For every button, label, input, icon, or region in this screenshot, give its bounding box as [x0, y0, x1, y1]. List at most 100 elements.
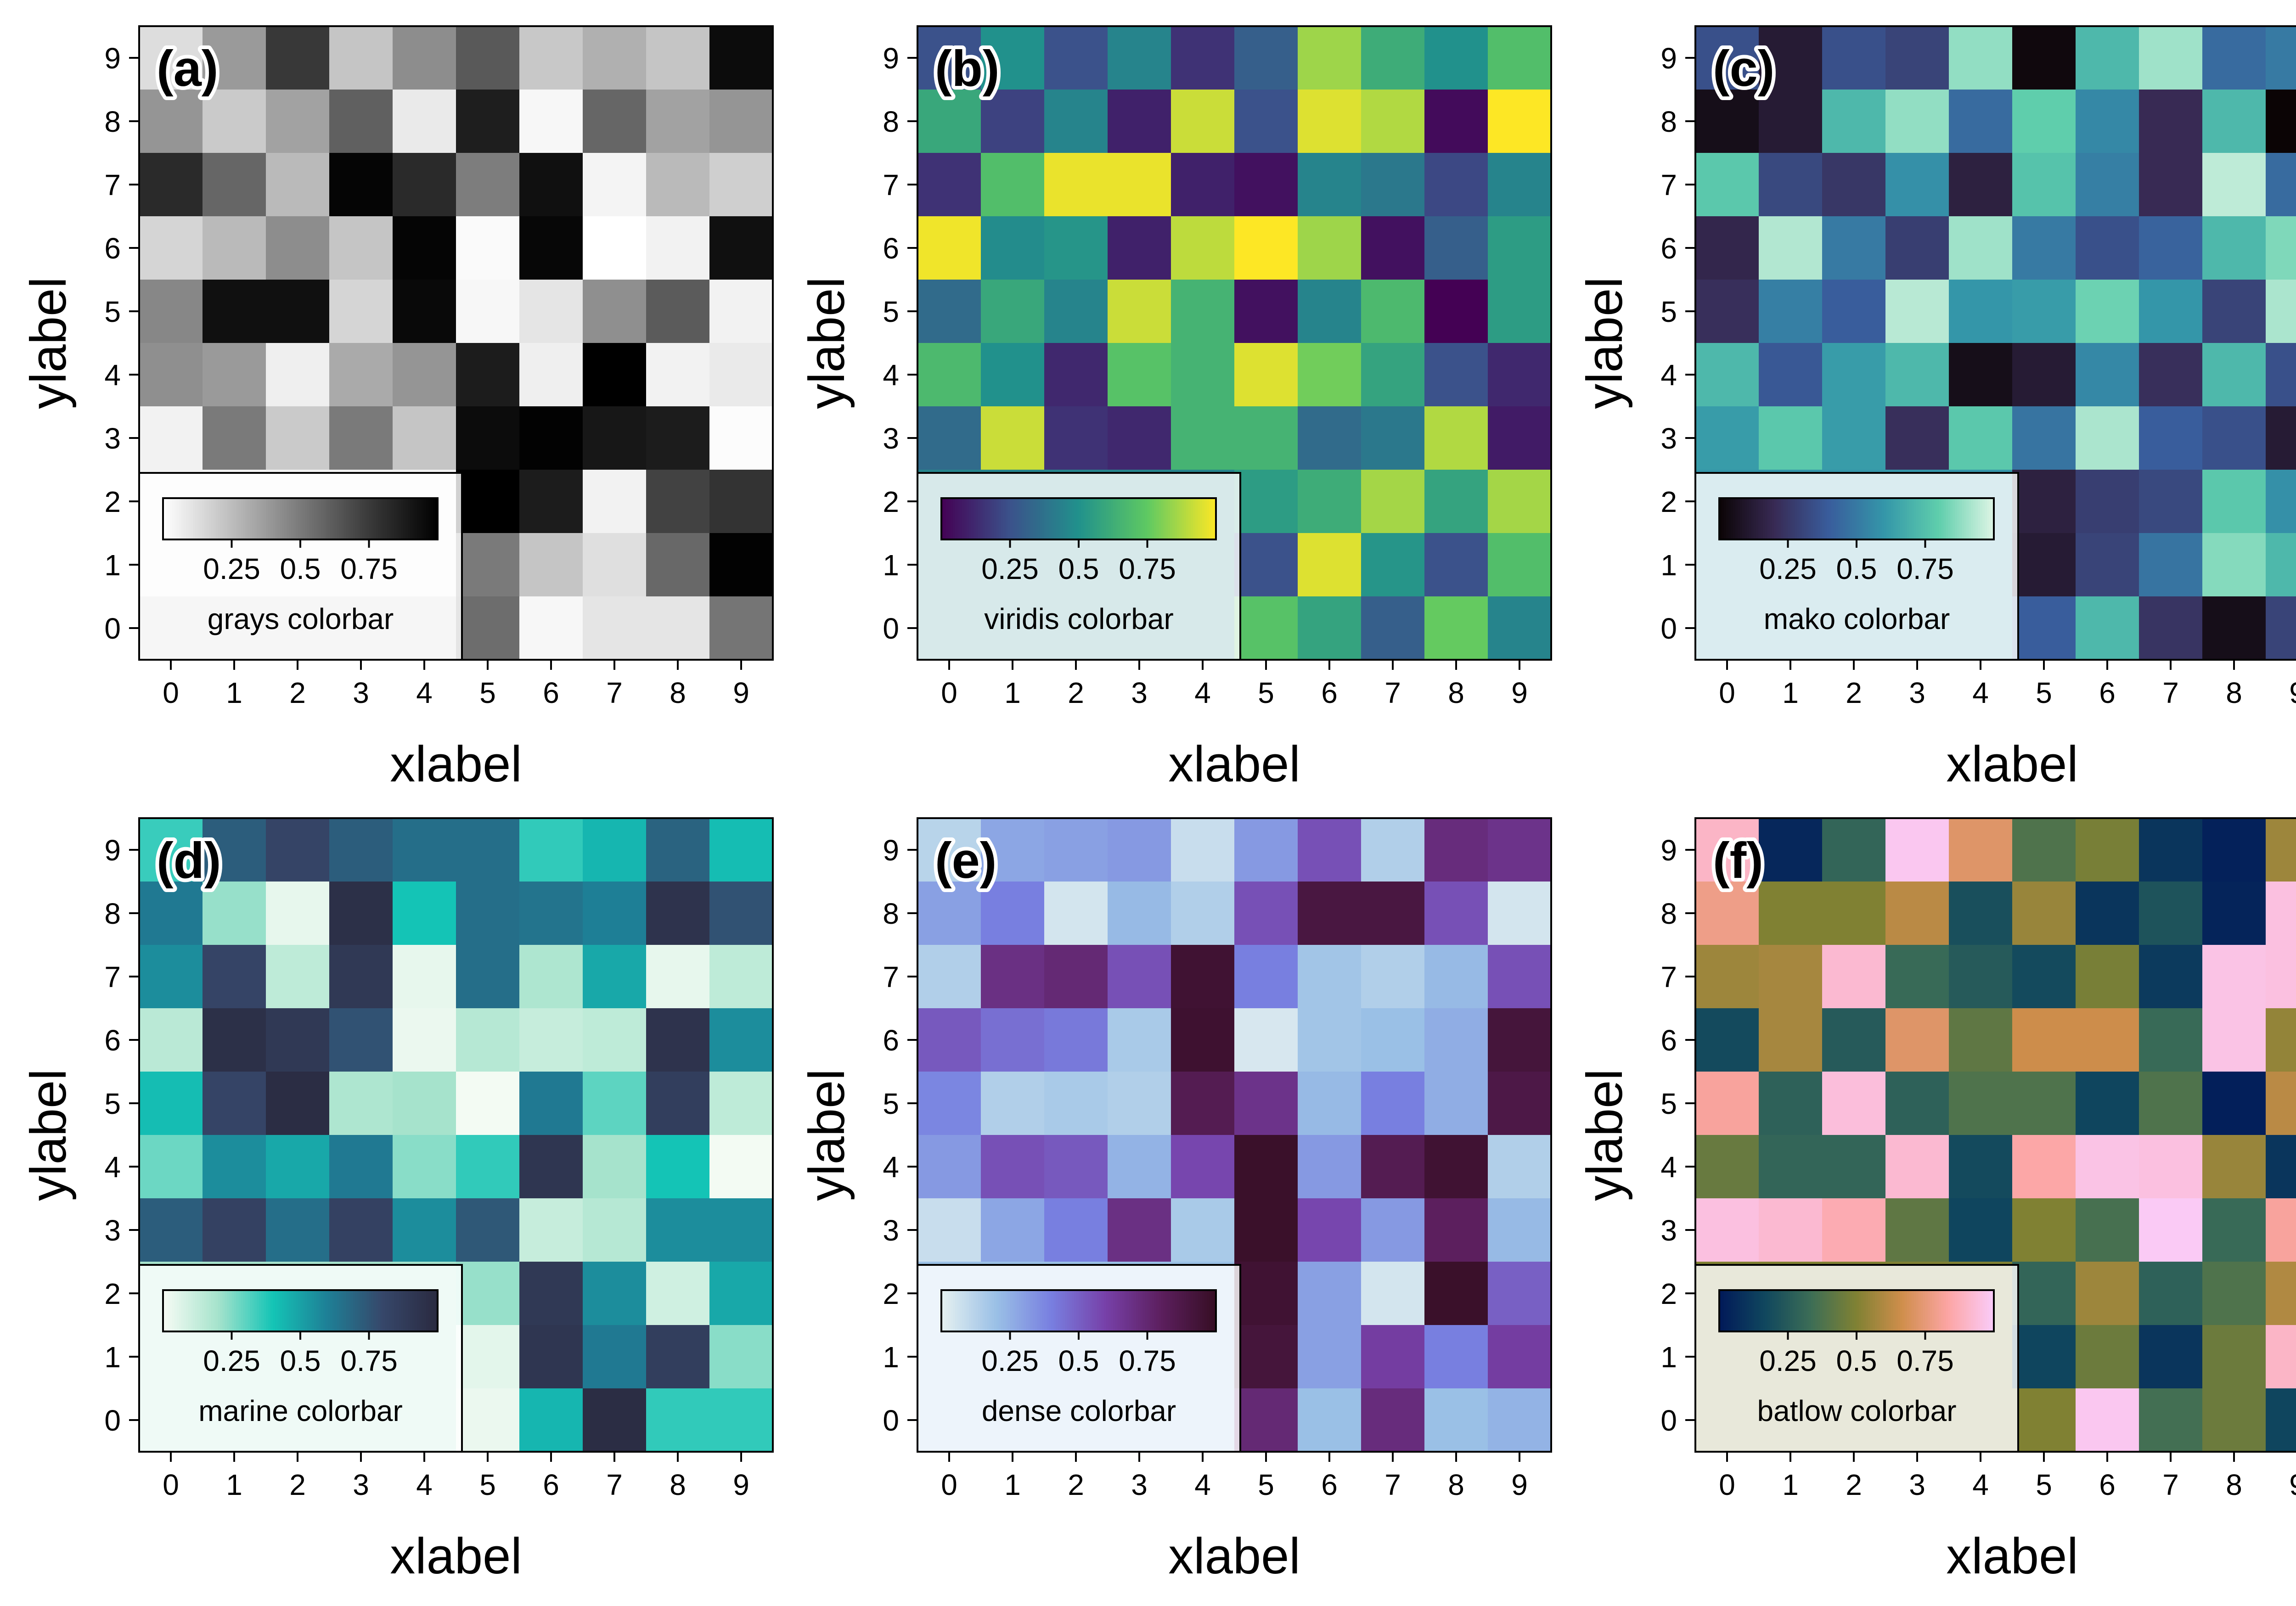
- colorbar-swatch: [1813, 498, 1816, 539]
- colorbar-swatch: [996, 498, 999, 539]
- colorbar-swatch: [376, 498, 379, 539]
- colorbar-swatch: [1982, 1290, 1985, 1331]
- colorbar-swatch: [1950, 1290, 1953, 1331]
- heatmap-cell: [1234, 1198, 1298, 1262]
- colorbar-swatch: [1200, 498, 1203, 539]
- x-tick-label: 5: [479, 1468, 496, 1501]
- heatmap-cell: [1298, 406, 1362, 470]
- colorbar-swatch: [172, 498, 175, 539]
- colorbar-swatch: [1746, 498, 1750, 539]
- colorbar-swatch: [1973, 498, 1976, 539]
- x-tick-label: 7: [606, 1468, 623, 1501]
- colorbar-swatch: [1099, 1290, 1102, 1331]
- colorbar-swatch: [1021, 498, 1024, 539]
- heatmap-cell: [2266, 533, 2296, 597]
- colorbar-swatch: [1831, 1290, 1834, 1331]
- heatmap-cell: [2139, 406, 2203, 470]
- colorbar-swatch: [188, 498, 191, 539]
- heatmap-cell: [1949, 1008, 2013, 1072]
- heatmap-cell: [1044, 280, 1108, 343]
- colorbar-swatch: [1799, 498, 1802, 539]
- heatmap-cell: [646, 1325, 710, 1389]
- colorbar-swatch: [280, 1290, 282, 1331]
- heatmap-cell: [1424, 1072, 1488, 1135]
- y-tick-label: 3: [104, 422, 121, 455]
- colorbar-swatch: [167, 1290, 170, 1331]
- heatmap-cell: [1424, 1008, 1488, 1072]
- heatmap-cell: [1044, 818, 1108, 882]
- heatmap-cell: [1885, 216, 1949, 280]
- heatmap-cell: [1885, 343, 1949, 407]
- colorbar-swatch: [1881, 498, 1885, 539]
- heatmap-cell: [266, 153, 330, 217]
- x-tick-label: 1: [1782, 676, 1799, 709]
- colorbar-swatch: [1872, 1290, 1875, 1331]
- heatmap-cell: [2266, 1072, 2296, 1135]
- heatmap-cell: [2076, 596, 2139, 660]
- heatmap-cell: [329, 216, 393, 280]
- colorbar-swatch: [339, 498, 342, 539]
- colorbar-swatch: [1044, 1290, 1047, 1331]
- heatmap-cell: [1949, 280, 2013, 343]
- heatmap-cell: [1298, 90, 1362, 153]
- colorbar-swatch: [174, 498, 177, 539]
- x-tick-label: 5: [479, 676, 496, 709]
- heatmap-cell: [1695, 1198, 1759, 1262]
- heatmap-cell: [1822, 280, 1886, 343]
- colorbar-swatch: [428, 1290, 431, 1331]
- heatmap-cell: [1488, 1325, 1552, 1389]
- y-tick-label: 2: [1660, 1277, 1677, 1310]
- colorbar-swatch: [348, 1290, 351, 1331]
- colorbar-swatch: [364, 498, 367, 539]
- colorbar-tick-label: 0.5: [1058, 552, 1099, 585]
- colorbar-swatch: [389, 1290, 392, 1331]
- heatmap-cell: [917, 280, 981, 343]
- heatmap-cell: [393, 90, 456, 153]
- x-tick-label: 4: [1194, 676, 1211, 709]
- colorbar-swatch: [1126, 1290, 1130, 1331]
- colorbar-swatch: [1815, 1290, 1818, 1331]
- colorbar-swatch: [1186, 1290, 1189, 1331]
- colorbar-swatch: [978, 1290, 981, 1331]
- colorbar-swatch: [238, 498, 242, 539]
- colorbar-swatch: [172, 1290, 175, 1331]
- heatmap-cell: [709, 533, 773, 597]
- heatmap-cell: [203, 945, 266, 1009]
- colorbar-swatch: [1852, 1290, 1855, 1331]
- colorbar-swatch: [1113, 1290, 1116, 1331]
- colorbar-swatch: [1040, 498, 1042, 539]
- heatmap-cell: [917, 26, 981, 90]
- colorbar-swatch: [1053, 498, 1056, 539]
- y-tick-label: 6: [883, 232, 899, 265]
- colorbar-swatch: [383, 498, 385, 539]
- colorbar-swatch: [1014, 498, 1018, 539]
- colorbar-swatch: [1079, 1290, 1081, 1331]
- heatmap-cell: [1695, 90, 1759, 153]
- colorbar-swatch: [1852, 498, 1855, 539]
- heatmap-cell: [393, 882, 456, 945]
- colorbar-swatch: [1129, 498, 1132, 539]
- x-tick-label: 2: [1846, 1468, 1862, 1501]
- y-tick-label: 0: [1660, 612, 1677, 645]
- colorbar-swatch: [975, 1290, 979, 1331]
- colorbar-swatch: [1207, 498, 1210, 539]
- colorbar-swatch: [1857, 498, 1859, 539]
- colorbar-swatch: [1175, 1290, 1177, 1331]
- x-tick-label: 1: [1782, 1468, 1799, 1501]
- heatmap-cell: [203, 90, 266, 153]
- colorbar-swatch: [277, 1290, 280, 1331]
- colorbar-swatch: [197, 1290, 200, 1331]
- heatmap-cell: [2012, 1388, 2076, 1452]
- colorbar-swatch: [1772, 498, 1775, 539]
- heatmap-cell: [1424, 406, 1488, 470]
- colorbar-swatch: [1026, 498, 1029, 539]
- colorbar-swatch: [1133, 1290, 1137, 1331]
- colorbar-swatch: [1090, 498, 1093, 539]
- colorbar-swatch: [394, 498, 397, 539]
- y-tick-label: 8: [104, 897, 121, 930]
- heatmap-cell: [1044, 343, 1108, 407]
- heatmap-cell: [1361, 882, 1425, 945]
- y-tick-label: 2: [883, 485, 899, 518]
- y-tick-label: 5: [104, 295, 121, 328]
- colorbar-swatch: [1831, 498, 1834, 539]
